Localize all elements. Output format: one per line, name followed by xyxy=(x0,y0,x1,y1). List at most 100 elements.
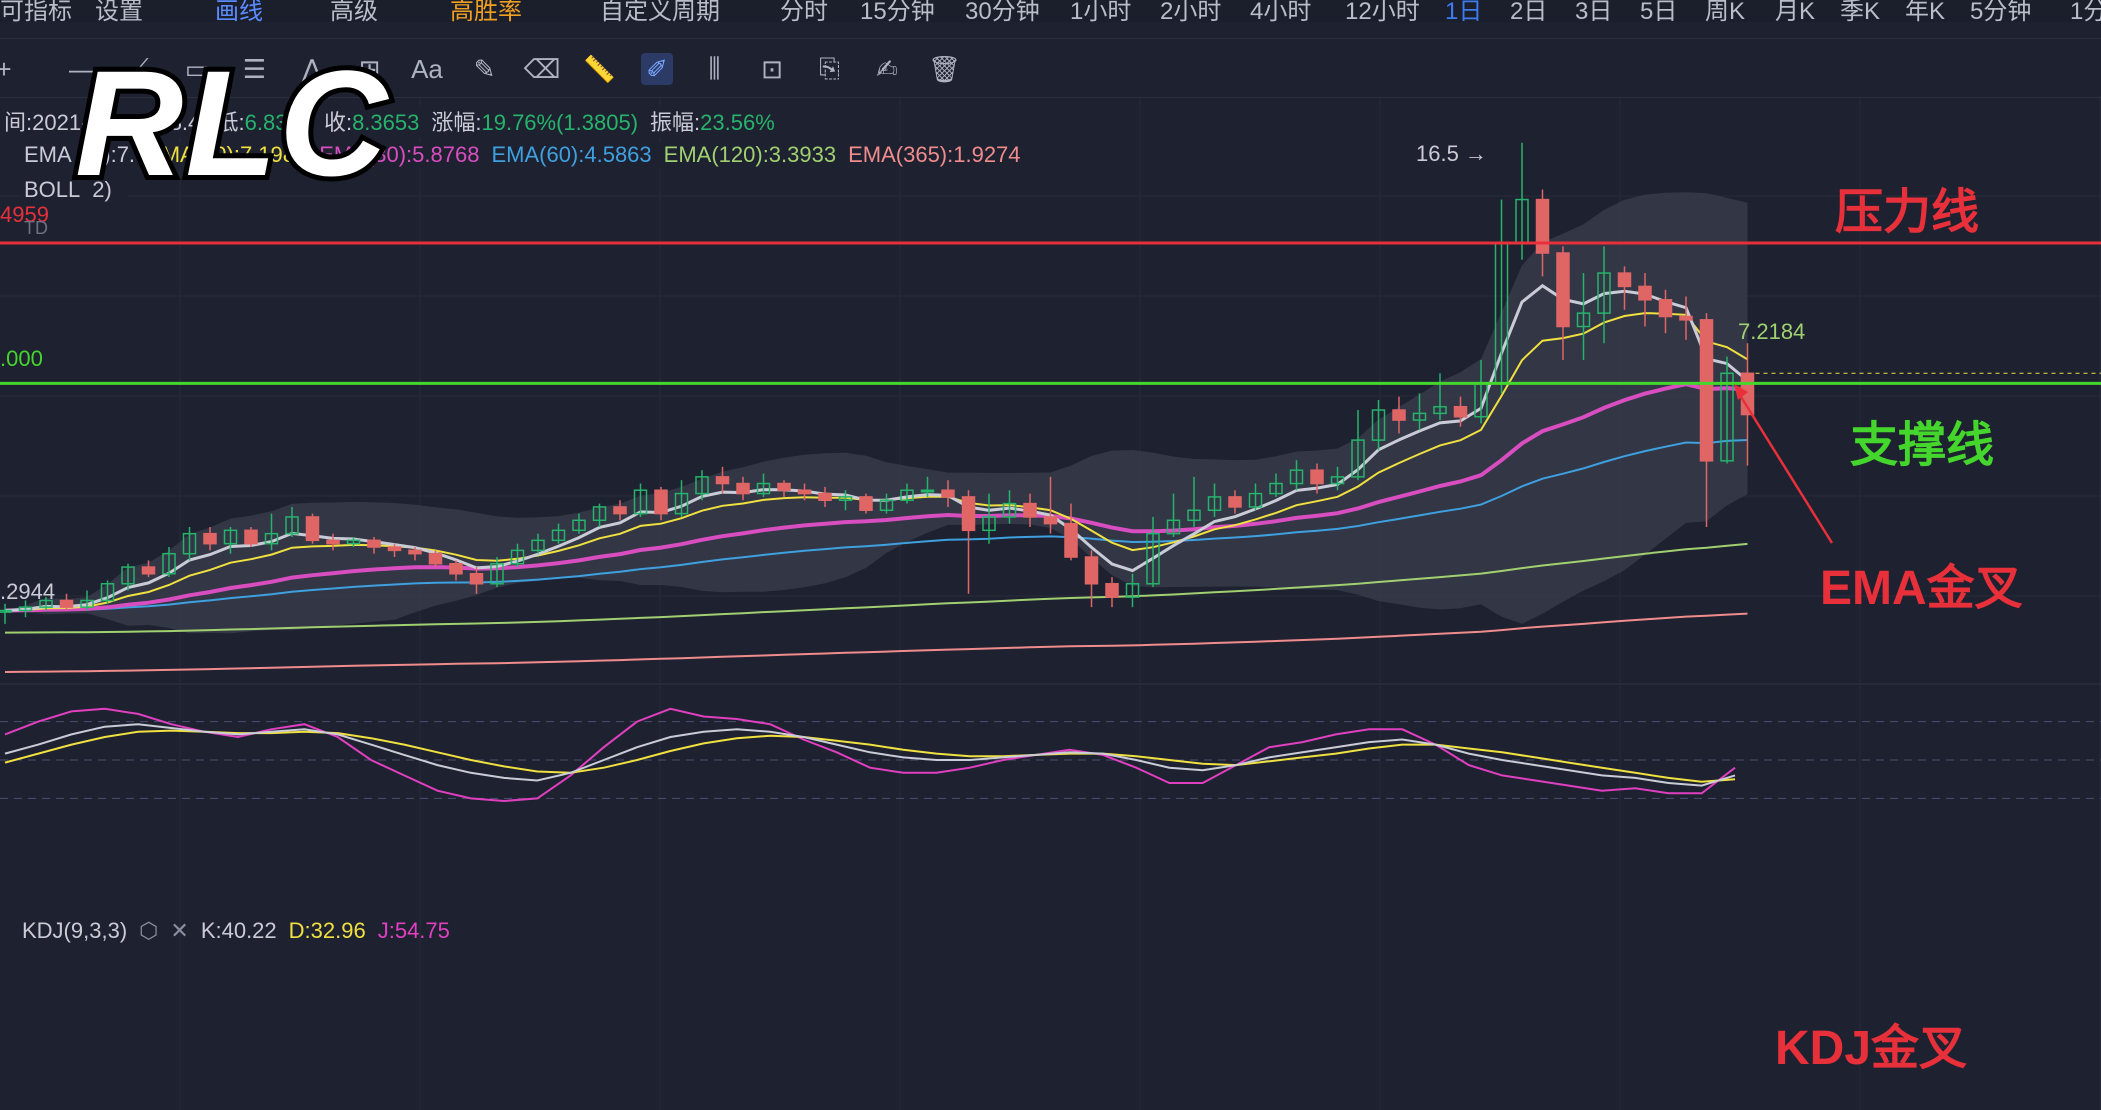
candle-body xyxy=(1023,502,1037,518)
candle-body xyxy=(1043,516,1058,525)
period-item[interactable]: 可指标 xyxy=(0,0,72,25)
candle-body xyxy=(1002,502,1017,518)
kdj-title: KDJ(9,3,3) xyxy=(22,918,128,943)
close-icon[interactable]: ✕ xyxy=(170,918,189,943)
candle-body xyxy=(244,529,258,545)
pencil-icon[interactable]: ✐ xyxy=(641,53,673,85)
period-item[interactable]: 1日 xyxy=(1445,0,1483,25)
high-price-marker: 16.5 → xyxy=(1416,141,1487,166)
period-item[interactable]: 2日 xyxy=(1510,0,1548,25)
candle-body xyxy=(223,529,238,545)
candle-body xyxy=(1248,492,1263,508)
kdj-j-line xyxy=(4,707,1736,803)
period-item[interactable]: 月K xyxy=(1775,0,1816,25)
add-box-icon[interactable]: ⊞ xyxy=(358,53,381,84)
period-item[interactable]: 30分钟 xyxy=(965,0,1040,25)
eraser-icon[interactable]: ⌫ xyxy=(523,53,561,84)
period-item[interactable]: 分时 xyxy=(780,0,828,25)
candle-body xyxy=(100,583,115,602)
period-item[interactable]: 高胜率 xyxy=(450,0,522,25)
pattern-icon[interactable]: ⋀ xyxy=(301,53,323,84)
candle-body xyxy=(838,496,853,501)
candle-body xyxy=(592,506,607,522)
candle-body xyxy=(1105,583,1119,598)
candle-body xyxy=(1289,469,1304,485)
period-item[interactable]: 12小时 xyxy=(1345,0,1420,25)
period-item[interactable]: 周K xyxy=(1705,0,1746,25)
candle-body xyxy=(797,489,812,495)
left-price-tag-top: 4959 xyxy=(0,202,49,227)
period-item[interactable]: 3日 xyxy=(1575,0,1613,25)
open-value: .9840 xyxy=(102,110,158,135)
candle-body xyxy=(1187,509,1201,522)
ema-legend: EMA (5):7. EMA(10):7.1988 EMA(30):5.8768 EMA… xyxy=(20,142,1037,168)
candle-body xyxy=(1453,405,1468,418)
period-item[interactable]: 年K xyxy=(1905,0,1946,25)
period-item[interactable]: 1分钟 xyxy=(2070,0,2101,25)
candle-body xyxy=(59,599,74,608)
low-value: 6.8378 xyxy=(244,110,312,135)
ema120-line xyxy=(4,542,1748,634)
period-item[interactable]: 高级 xyxy=(330,0,378,25)
amplitude-label: 振幅: xyxy=(650,110,701,135)
candle-body xyxy=(633,489,648,515)
ema-cross-arrow xyxy=(1736,391,1834,544)
period-item[interactable]: 4小时 xyxy=(1250,0,1312,25)
candle-body xyxy=(715,476,730,485)
resistance-label: 压力线 xyxy=(1835,184,1980,240)
ema365-line xyxy=(4,612,1748,673)
lock-icon[interactable]: ⊡ xyxy=(761,53,783,84)
support-label: 支撑线 xyxy=(1850,417,1995,473)
period-item[interactable]: 设置 xyxy=(95,0,143,25)
trend-line-icon[interactable]: ⟋ xyxy=(130,53,149,83)
ema60-line xyxy=(4,439,1748,612)
boll-params: 2) xyxy=(92,177,112,202)
candle-body xyxy=(531,539,545,552)
parallel-lines-icon[interactable]: ☰ xyxy=(242,53,267,84)
period-item[interactable]: 季K xyxy=(1840,0,1881,25)
candle-body xyxy=(162,552,176,575)
trash-icon[interactable]: 🗑 xyxy=(928,53,962,84)
ema5-value: (5):7. xyxy=(83,142,136,167)
horizontal-line-icon[interactable]: — xyxy=(69,53,95,84)
ruler-icon[interactable]: 📏 xyxy=(583,53,616,84)
period-item[interactable]: 5日 xyxy=(1640,0,1678,25)
period-item[interactable]: 2小时 xyxy=(1160,0,1222,25)
ema-cross-arrowhead xyxy=(1734,384,1748,400)
note-icon[interactable]: ✍ xyxy=(876,53,898,84)
period-item[interactable]: 5分钟 xyxy=(1970,0,2032,25)
candle-body xyxy=(1125,583,1140,598)
rectangle-icon[interactable]: ▭ xyxy=(184,53,210,84)
ohlc-info-row: 间:2021-0.9840 8.40 低:6.8378 收:8.3653 涨幅:19.7… xyxy=(0,105,791,137)
candle-body xyxy=(428,552,443,565)
candle-body xyxy=(326,539,340,545)
period-item[interactable]: 1小时 xyxy=(1070,0,1132,25)
settings-icon[interactable]: ⬡ xyxy=(139,918,159,943)
kdj-d-value: D:32.96 xyxy=(288,918,366,943)
candle-body xyxy=(1597,272,1611,314)
kdj-legend: KDJ(9,3,3) ⬡ ✕ K:40.22 D:32.96 J:54.75 xyxy=(22,918,462,944)
left-price-tag-low: .2944 xyxy=(0,579,55,604)
cursor-icon[interactable]: + xyxy=(0,53,12,84)
price-chart: 4959 .000 .2944 16.5 → 7.2184 TD xyxy=(0,96,2101,1110)
brush-icon[interactable]: ✎ xyxy=(473,53,496,84)
kdj-j-value: J:54.75 xyxy=(377,918,450,943)
period-item[interactable]: 自定义周期 xyxy=(600,0,720,25)
candle-body xyxy=(777,482,791,491)
candle-body xyxy=(449,562,463,575)
candle-body xyxy=(182,532,197,555)
ema30-value: EMA(30):5.8768 xyxy=(319,142,480,167)
text-icon[interactable]: Aa xyxy=(411,53,443,84)
candle-body xyxy=(0,609,12,613)
drawing-toolbar: + — ⟋ ▭ ☰ ⋀ ⊞ Aa ✎ ⌫ 📏 ✐ ⫼ ⊡ ⎘ ✍ 🗑 xyxy=(0,38,2101,98)
period-item[interactable]: 画线 xyxy=(215,0,263,25)
candle-body xyxy=(1351,439,1365,478)
candle-body xyxy=(1638,285,1652,301)
period-item[interactable]: 15分钟 xyxy=(860,0,935,25)
candles-icon[interactable]: ⫼ xyxy=(708,53,721,83)
date-value: 间:2021-0 xyxy=(4,110,101,135)
candle-body xyxy=(1576,312,1591,328)
td-label: TD xyxy=(24,218,48,238)
bookmark-icon[interactable]: ⎘ xyxy=(819,53,840,83)
amplitude-value: 23.56% xyxy=(700,110,775,135)
